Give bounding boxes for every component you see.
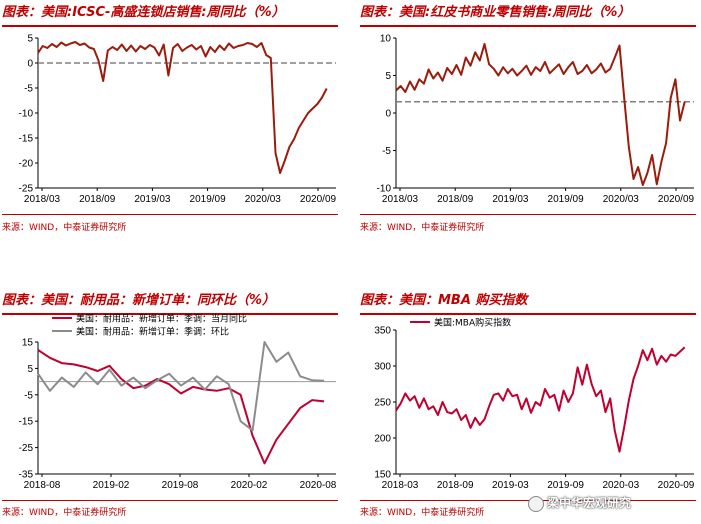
x-tick-label: 2020/03 (603, 194, 640, 205)
x-tick-label: 2018/09 (79, 194, 116, 205)
panel-title: 图表：美国：耐用品：新增订单：同环比（%） (2, 293, 276, 308)
title-rule (2, 25, 338, 27)
watermark-text: 梁中华宏观研究 (547, 496, 632, 510)
legend-label: 美国：耐用品：新增订单：季调：环比 (76, 326, 229, 338)
source-rule (360, 214, 696, 215)
panel-title: 图表：美国:ICSC-高盛连锁店销售:周同比（%） (2, 5, 285, 20)
y-tick-label: -15 (19, 417, 34, 428)
y-tick-label: -5 (24, 390, 33, 401)
y-tick-label: -25 (19, 184, 34, 195)
y-tick-label: -15 (19, 134, 34, 145)
source-note: 来源：WIND，中泰证券研究所 (360, 223, 485, 233)
series-line-1 (395, 346, 686, 453)
source-rule (2, 500, 338, 501)
y-tick-label: -20 (19, 159, 34, 170)
series-line-2 (37, 341, 325, 432)
y-tick-label: 350 (374, 326, 391, 337)
series-line-1 (395, 43, 686, 186)
x-tick-label: 2018/03 (24, 194, 61, 205)
x-tick-label: 2019-08 (162, 480, 199, 491)
y-tick-label: -35 (19, 470, 34, 481)
title-rule (360, 313, 696, 315)
series-line-1 (37, 349, 325, 465)
y-tick-label: 250 (374, 398, 391, 409)
y-tick-label: 300 (374, 362, 391, 373)
series-line-1 (37, 41, 328, 174)
x-tick-label: 2019-02 (93, 480, 130, 491)
x-tick-label: 2018-08 (24, 480, 61, 491)
x-tick-label: 2020/09 (658, 194, 695, 205)
legend-label: 美国:MBA购买指数 (434, 317, 511, 329)
y-tick-label: 10 (380, 34, 392, 45)
panel-title: 图表：美国:红皮书商业零售销售:周同比（%） (360, 5, 631, 20)
x-tick-label: 2020-02 (231, 480, 268, 491)
x-tick-label: 2018/09 (437, 194, 474, 205)
panel-icsc: 图表：美国:ICSC-高盛连锁店销售:周同比（%） 5 0 -5 -10 -15 -20 -… (2, 2, 342, 242)
x-tick-label: 2020-08 (300, 480, 337, 491)
panel-durable-goods: 图表：美国：耐用品：新增订单：同环比（%） 15 5 -5 -15 -25 -35 2018… (2, 290, 342, 524)
x-tick-label: 2020-03 (602, 480, 639, 491)
x-tick-label: 2019/03 (492, 194, 529, 205)
y-tick-label: 15 (22, 338, 34, 349)
x-tick-label: 2019/03 (134, 194, 171, 205)
source-note: 来源：WIND，中泰证券研究所 (360, 508, 485, 518)
x-tick-label: 2018-03 (382, 480, 419, 491)
y-tick-label: 200 (374, 434, 391, 445)
y-tick-label: 0 (385, 109, 391, 120)
x-tick-label: 2019/09 (190, 194, 227, 205)
panel-title: 图表：美国：MBA 购买指数 (360, 293, 528, 308)
y-tick-label: 5 (27, 364, 33, 375)
panel-redbook: 图表：美国:红皮书商业零售销售:周同比（%） 10 5 0 -5 -10 2018/03 2… (360, 2, 700, 242)
source-note: 来源：WIND，中泰证券研究所 (2, 508, 127, 518)
title-rule (2, 313, 338, 315)
x-tick-label: 2018-09 (437, 480, 474, 491)
x-tick-label: 2020/09 (300, 194, 337, 205)
source-rule (2, 214, 338, 215)
y-tick-label: -5 (24, 84, 33, 95)
wechat-icon (528, 495, 544, 512)
x-tick-label: 2018/03 (382, 194, 419, 205)
x-tick-label: 2019-09 (547, 480, 584, 491)
y-tick-label: -10 (377, 184, 392, 195)
y-tick-label: -10 (19, 109, 34, 120)
legend-label: 美国：耐用品：新增订单：季调：当月同比 (76, 313, 247, 325)
y-tick-label: -5 (382, 146, 391, 157)
x-tick-label: 2020-09 (658, 480, 695, 491)
panel-mba: 图表：美国：MBA 购买指数 350 300 250 200 150 2018-03 201… (360, 290, 700, 524)
watermark: 梁中华宏观研究 (528, 494, 631, 512)
y-tick-label: 150 (374, 470, 391, 481)
y-tick-label: 5 (385, 71, 391, 82)
title-rule (360, 25, 696, 27)
y-tick-label: -25 (19, 443, 34, 454)
y-tick-label: 5 (27, 34, 33, 45)
source-note: 来源：WIND，中泰证券研究所 (2, 223, 127, 233)
y-tick-label: 0 (27, 59, 33, 70)
x-tick-label: 2019-03 (492, 480, 529, 491)
x-tick-label: 2020/03 (245, 194, 282, 205)
x-tick-label: 2019/09 (548, 194, 585, 205)
